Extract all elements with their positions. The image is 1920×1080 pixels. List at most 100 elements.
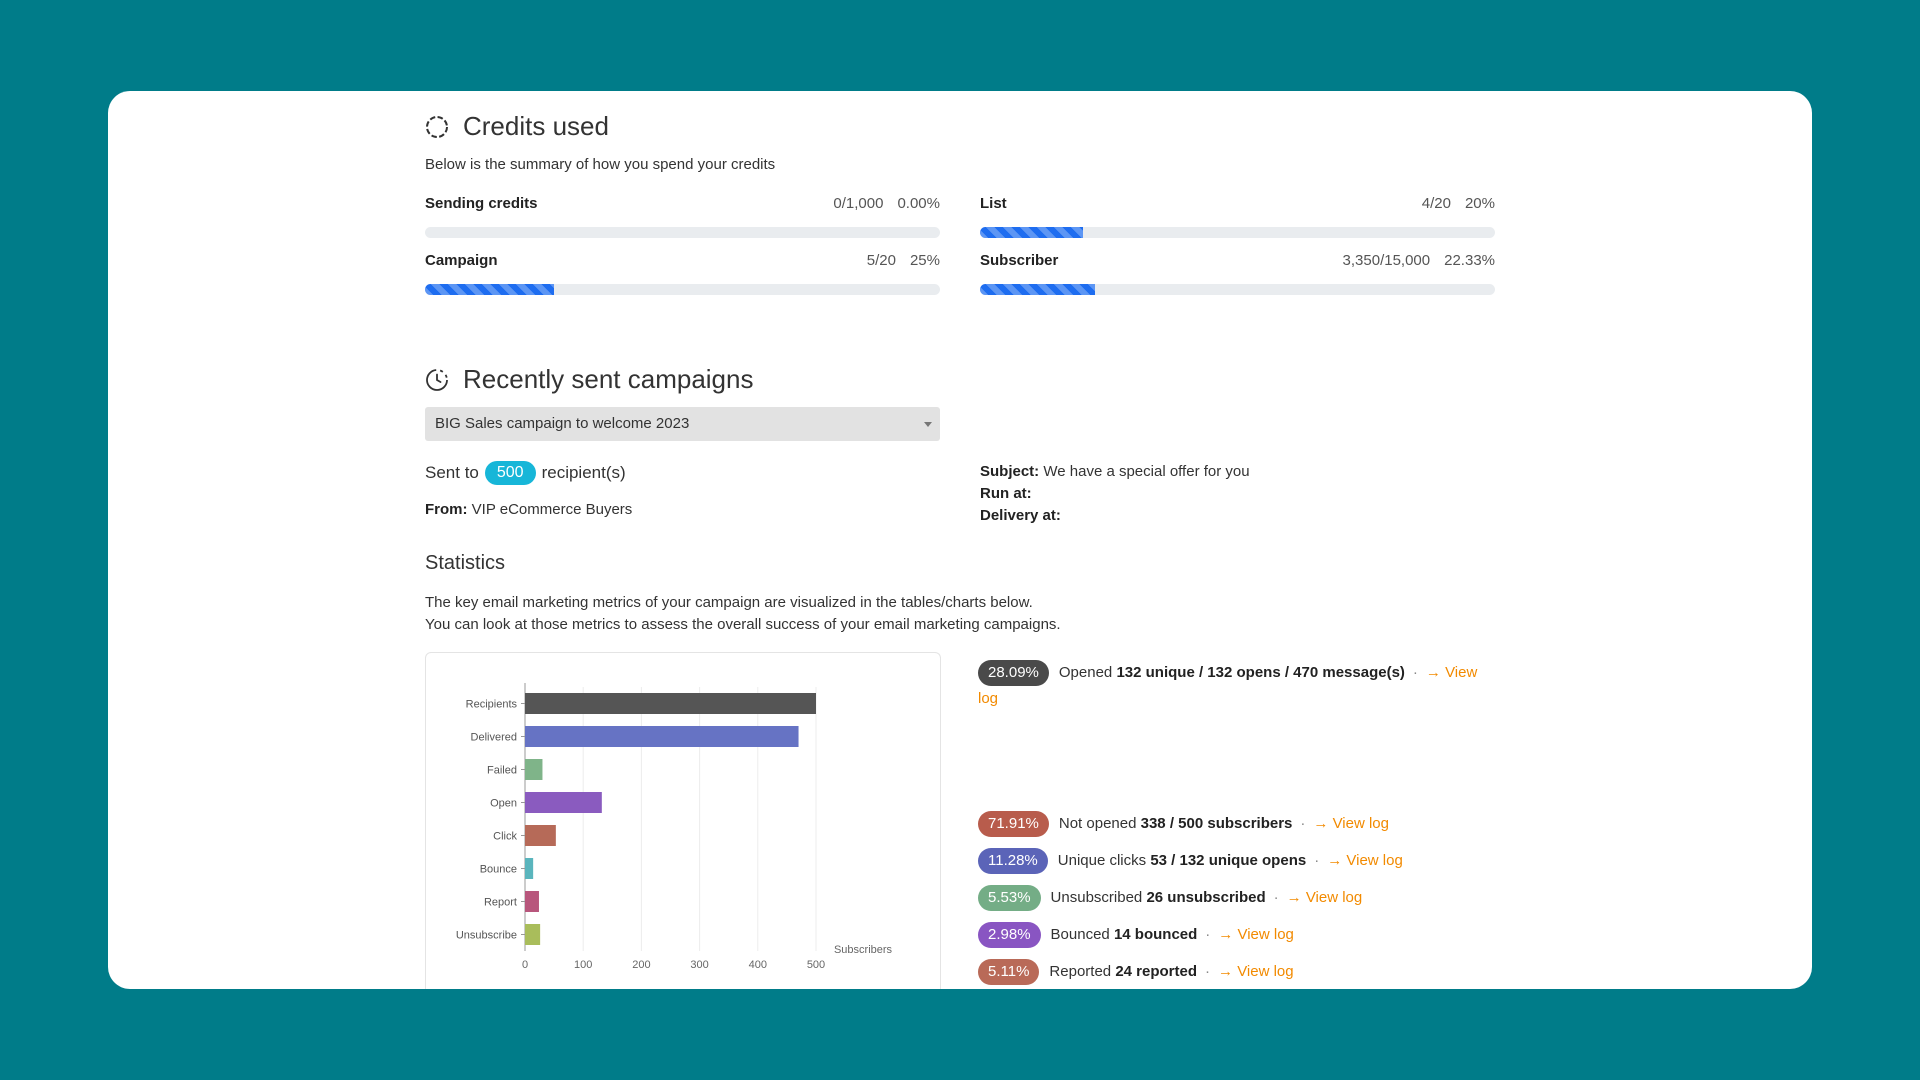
metric-label: Not opened (1058, 815, 1137, 832)
meter-percent: 22.33% (1444, 252, 1495, 269)
metric-label: Unsubscribed (1050, 889, 1143, 906)
from-value: VIP eCommerce Buyers (471, 501, 633, 518)
chevron-down-icon (924, 422, 932, 427)
arrow-right-icon: → (1218, 963, 1238, 980)
metric-value: 132 unique / 132 opens / 470 message(s) (1116, 664, 1405, 681)
statistics-description: The key email marketing metrics of your … (425, 592, 1061, 636)
arrow-right-icon: → (1218, 926, 1238, 943)
y-tick-label: Failed (487, 765, 517, 777)
y-tick-label: Recipients (466, 699, 518, 711)
view-log-link[interactable]: → View log (1286, 889, 1363, 906)
meter-subscriber: Subscriber 3,350/15,000 22.33% (980, 252, 1495, 295)
bar-open (525, 792, 602, 813)
metric-badge: 71.91% (978, 811, 1049, 837)
clock-icon (426, 368, 448, 391)
metric-badge: 2.98% (978, 922, 1041, 948)
meter-count: 3,350/15,000 (1342, 252, 1431, 269)
subject-label: Subject: (980, 463, 1040, 480)
meter-list: List 4/20 20% (980, 195, 1495, 238)
arrow-right-icon: → (1425, 664, 1446, 681)
progress-track (980, 227, 1495, 238)
meter-count: 0/1,000 (833, 195, 884, 212)
x-tick-label: 200 (632, 959, 650, 971)
bar-bounce (525, 858, 534, 879)
y-tick-label: Delivered (471, 732, 517, 744)
x-tick-label: 0 (522, 959, 528, 971)
x-tick-label: 300 (690, 959, 708, 971)
run-at-field: Run at: (980, 483, 1032, 505)
metric-badge: 5.53% (978, 885, 1041, 911)
metric-opened: 28.09% Opened 132 unique / 132 opens / 47… (978, 660, 1498, 712)
statistics-line-1: The key email marketing metrics of your … (425, 594, 1033, 611)
view-log-link[interactable]: → View log (978, 664, 1478, 707)
arrow-right-icon: → (1286, 889, 1306, 906)
y-tick-label: Open (490, 798, 517, 810)
bar-chart-svg: 0 100 200 300 400 500 Recipients Delivered Faile… (456, 683, 893, 971)
bar-unsubscribe (525, 924, 541, 945)
recent-title: Recently sent campaigns (425, 364, 753, 395)
bar-click (525, 825, 556, 846)
metric-bounced: 2.98% Bounced 14 bounced · → View log (978, 922, 1498, 948)
metric-value: 338 / 500 subscribers (1140, 815, 1293, 832)
meter-percent: 25% (909, 252, 940, 269)
campaign-select[interactable]: BIG Sales campaign to welcome 2023 (425, 407, 940, 441)
metric-value: 53 / 132 unique opens (1150, 852, 1307, 869)
progress-circle-icon (426, 115, 448, 138)
x-axis-label: Subscribers (834, 944, 893, 956)
meter-label: Sending credits (425, 195, 538, 212)
main-card: Credits used Below is the summary of how… (108, 91, 1812, 989)
metric-value: 14 bounced (1113, 926, 1198, 943)
x-tick-label: 400 (749, 959, 767, 971)
meter-campaign: Campaign 5/20 25% (425, 252, 940, 295)
y-tick-label: Unsubscribe (456, 930, 517, 942)
metric-value: 24 reported (1115, 963, 1198, 980)
meter-percent: 20% (1464, 195, 1495, 212)
recent-title-text: Recently sent campaigns (463, 364, 754, 394)
view-log-link[interactable]: → View log (1327, 852, 1403, 869)
metric-badge: 11.28% (978, 848, 1048, 874)
progress-track (425, 284, 940, 295)
meter-label: Campaign (425, 252, 498, 269)
metric-reported: 5.11% Reported 24 reported · → View log (978, 959, 1498, 985)
credits-description: Below is the summary of how you spend yo… (425, 156, 776, 173)
metric-badge: 5.11% (978, 959, 1040, 985)
meter-percent: 0.00% (897, 195, 940, 212)
arrow-right-icon: → (1327, 852, 1347, 869)
bar-delivered (525, 726, 799, 747)
view-log-link[interactable]: → View log (1218, 926, 1294, 943)
subject-value: We have a special offer for you (1043, 463, 1250, 480)
sent-suffix: recipient(s) (541, 463, 626, 482)
metric-unsubscribed: 5.53% Unsubscribed 26 unsubscribed · → View… (978, 885, 1498, 911)
subject-field: Subject: We have a special offer for you (980, 461, 1250, 483)
progress-fill (980, 284, 1095, 295)
y-tick-label: Click (493, 831, 517, 843)
sent-prefix: Sent to (425, 463, 479, 482)
metric-unique-clicks: 11.28% Unique clicks 53 / 132 unique open… (978, 848, 1498, 874)
x-tick-label: 100 (574, 959, 592, 971)
metric-label: Opened (1058, 664, 1113, 681)
sent-to: Sent to 500 recipient(s) (425, 461, 626, 485)
recipients-badge: 500 (484, 461, 536, 485)
metric-badge: 28.09% (978, 660, 1049, 686)
metric-label: Unique clicks (1057, 852, 1147, 869)
credits-title: Credits used (425, 111, 609, 142)
statistics-line-2: You can look at those metrics to assess … (425, 616, 1061, 633)
view-log-link[interactable]: → View log (1313, 815, 1389, 832)
progress-track (980, 284, 1495, 295)
statistics-title: Statistics (425, 552, 506, 574)
metric-label: Reported (1049, 963, 1112, 980)
bar-failed (525, 759, 543, 780)
metric-label: Bounced (1050, 926, 1110, 943)
campaign-select-value: BIG Sales campaign to welcome 2023 (435, 415, 690, 432)
view-log-link[interactable]: → View log (1218, 963, 1294, 980)
meter-count: 4/20 (1421, 195, 1451, 212)
from-field: From: VIP eCommerce Buyers (425, 499, 632, 521)
credits-title-text: Credits used (463, 111, 609, 141)
progress-track (425, 227, 940, 238)
y-tick-label: Bounce (480, 864, 517, 876)
delivery-at-label: Delivery at: (980, 507, 1061, 524)
arrow-right-icon: → (1313, 815, 1333, 832)
metric-value: 26 unsubscribed (1146, 889, 1266, 906)
x-tick-label: 500 (807, 959, 825, 971)
meter-label: List (980, 195, 1007, 212)
